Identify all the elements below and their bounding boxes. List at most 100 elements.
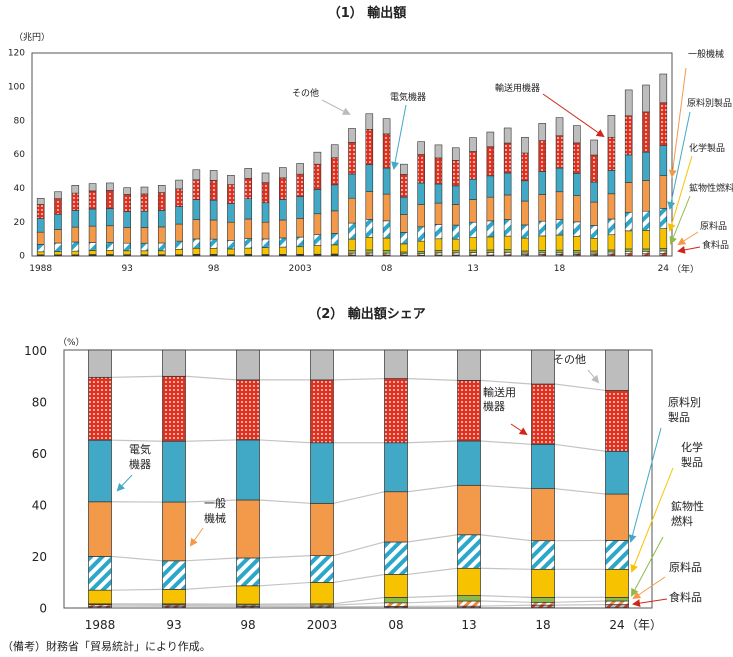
- chart1-segment-chemicals: [538, 235, 547, 251]
- chart1-segment-electrical: [244, 198, 253, 220]
- chart1-segment-electrical: [296, 196, 304, 219]
- chart2-segment-general-machinery: [88, 501, 112, 557]
- chart2-connector-line: [333, 602, 385, 606]
- chart1-segment-mineral-fuels: [365, 249, 374, 254]
- chart1-label-chemicals: 化学製品: [689, 142, 725, 154]
- chart1-segment-chemicals: [503, 235, 512, 250]
- chart1-segment-manufactured-goods: [538, 220, 547, 237]
- chart1-segment-mineral-fuels: [382, 249, 391, 254]
- chart1-segment-manufactured-goods: [123, 242, 131, 252]
- chart1-segment-mineral-fuels: [417, 251, 425, 254]
- chart1-bar-2008: [382, 118, 391, 256]
- chart1-segment-transport: [244, 178, 253, 199]
- chart1-segment-general-machinery: [365, 191, 374, 220]
- chart1-segment-general-machinery: [157, 226, 166, 244]
- chart1-segment-transport: [123, 194, 131, 212]
- chart1-segment-chemicals: [296, 246, 304, 255]
- chart1-segment-chemicals: [365, 236, 374, 251]
- chart1-xtick-label: 2003: [289, 264, 312, 274]
- chart2-segment-electrical: [88, 439, 112, 503]
- chart2-segment-transport: [384, 378, 408, 444]
- chart1-segment-electrical: [573, 173, 581, 196]
- chart2-label-chemicals-2: 製品: [681, 455, 703, 469]
- chart1-segment-manufactured-goods: [244, 238, 253, 249]
- chart1-segment-manufactured-goods: [54, 242, 62, 252]
- chart1-segment-chemicals: [642, 230, 650, 250]
- chart2-segment-transport: [88, 376, 112, 441]
- chart1-ytick-label: 120: [8, 49, 25, 59]
- chart1-segment-chemicals: [573, 235, 581, 251]
- chart1-segment-transport: [36, 204, 45, 219]
- chart1-segment-general-machinery: [434, 202, 443, 225]
- chart1-segment-transport: [521, 152, 529, 182]
- chart1-segment-manufactured-goods: [365, 219, 374, 238]
- chart1-segment-general-machinery: [590, 201, 598, 226]
- chart1-segment-transport: [54, 198, 62, 215]
- chart2-connector-line: [554, 443, 606, 452]
- chart1-segment-manufactured-goods: [313, 234, 322, 246]
- chart2-segment-electrical: [384, 442, 408, 493]
- chart2-connector-line: [480, 484, 532, 490]
- chart1-segment-transport: [555, 135, 564, 169]
- chart2-ytick-label: 60: [32, 447, 47, 461]
- chart2-connector-line: [407, 534, 458, 543]
- chart1-segment-general-machinery: [330, 210, 339, 234]
- chart1-x-unit: （年）: [672, 263, 699, 275]
- chart1-segment-electrical: [417, 182, 425, 205]
- chart2-segment-manufactured-goods: [457, 534, 481, 569]
- chart1-segment-general-machinery: [486, 196, 495, 222]
- chart1-bar-1993: [123, 187, 131, 256]
- chart1-segment-general-machinery: [469, 199, 477, 223]
- chart1-arrow-general-machinery: [668, 67, 687, 178]
- chart1-segment-transport: [642, 111, 650, 153]
- chart1-segment-manufactured-goods: [555, 219, 564, 236]
- chart2-xtick-label: 1988: [85, 618, 116, 632]
- chart1-segment-manufactured-goods: [573, 221, 581, 237]
- chart1-bar-2017: [538, 123, 547, 256]
- chart1-segment-electrical: [261, 202, 270, 223]
- chart1-label-foodstuff: 食料品: [702, 239, 729, 251]
- chart1-segment-chemicals: [279, 246, 287, 255]
- chart2-segment-foodstuff: [531, 604, 555, 609]
- chart2-connector-line: [480, 440, 532, 445]
- chart2-title: （2） 輸出額シェア: [308, 306, 426, 322]
- chart1-segment-general-machinery: [175, 223, 183, 242]
- chart1-segment-electrical: [279, 199, 287, 221]
- chart1-segment-transport: [209, 180, 218, 201]
- chart1-segment-chemicals: [590, 237, 598, 252]
- chart2-bar-93: [162, 349, 186, 609]
- chart1-segment-transport: [296, 173, 304, 197]
- chart1-segment-manufactured-goods: [227, 240, 235, 250]
- chart2-segment-electrical: [162, 440, 186, 503]
- chart1-segment-chemicals: [521, 237, 529, 252]
- chart1-segment-electrical: [469, 178, 477, 200]
- chart2-segment-electrical: [531, 443, 555, 489]
- chart1-segment-manufactured-goods: [451, 224, 460, 240]
- chart1-segment-other: [88, 183, 97, 192]
- chart1-xtick-label: 08: [381, 264, 393, 274]
- chart1-segment-mineral-fuels: [624, 248, 633, 252]
- chart1-segment-general-machinery: [227, 221, 235, 241]
- chart1-segment-chemicals: [382, 237, 391, 251]
- chart1-ytick-label: 80: [14, 116, 26, 126]
- chart2-ytick-label: 40: [32, 499, 47, 513]
- chart1-segment-electrical: [590, 181, 598, 203]
- chart1-segment-electrical: [54, 213, 62, 230]
- chart1-segment-chemicals: [140, 250, 149, 255]
- chart1-segment-mineral-fuels: [521, 250, 529, 254]
- chart1-segment-electrical: [538, 171, 547, 195]
- chart1-segment-transport: [624, 115, 633, 156]
- chart2-segment-electrical: [457, 440, 481, 486]
- chart2-segment-general-machinery: [457, 484, 481, 536]
- chart1-arrow-other: [321, 99, 351, 115]
- chart1-segment-other: [261, 172, 270, 183]
- chart2-ytick-label: 100: [24, 344, 47, 358]
- chart2-connector-line: [111, 439, 163, 442]
- chart1-segment-general-machinery: [451, 204, 460, 226]
- chart2-bar-18: [531, 349, 555, 609]
- chart2-connector-line: [111, 555, 163, 562]
- chart2-segment-mineral-fuels: [384, 597, 408, 604]
- chart2-connector-line: [259, 555, 311, 559]
- chart1-segment-manufactured-goods: [279, 237, 287, 248]
- chart2-connector-line: [480, 594, 532, 598]
